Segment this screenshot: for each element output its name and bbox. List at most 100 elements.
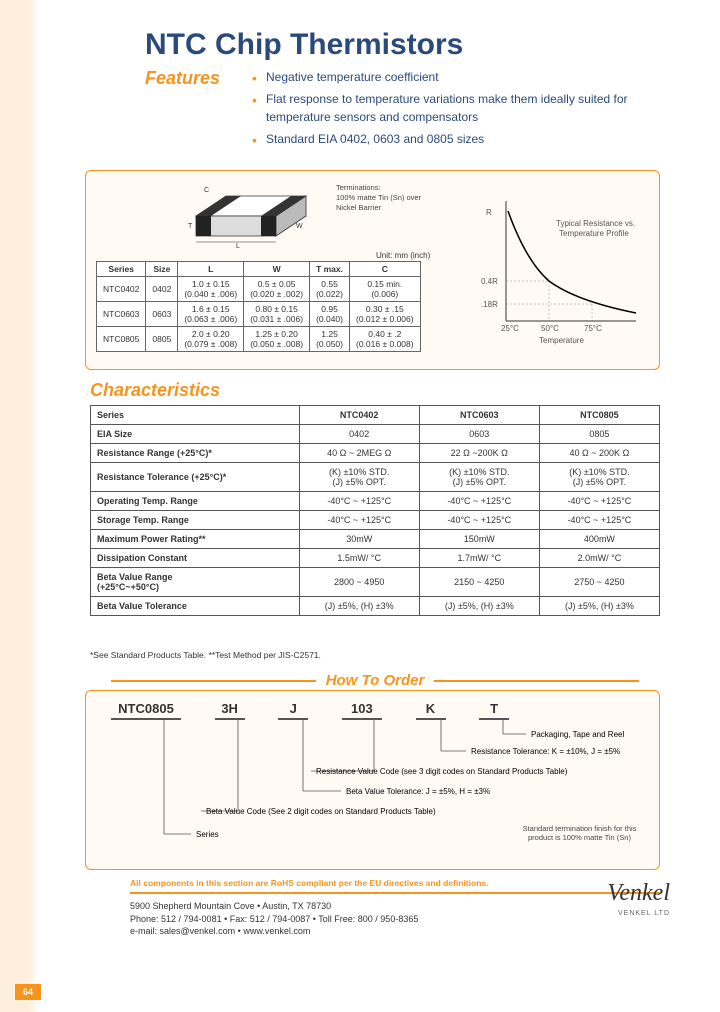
characteristics-note: *See Standard Products Table. **Test Met… (90, 650, 321, 660)
rohs-note: All components in this section are RoHS … (130, 878, 488, 888)
order-code: NTC0805 3H J 103 K T (111, 701, 539, 720)
cell: 40 Ω ~ 200K Ω (539, 444, 659, 463)
table-row: Resistance Range (+25°C)*40 Ω ~ 2MEG Ω22… (91, 444, 660, 463)
characteristics-table: Series NTC0402 NTC0603 NTC0805 EIA Size0… (90, 405, 660, 616)
note-line: Nickel Barrier (336, 203, 381, 212)
order-part: 103 (342, 701, 382, 720)
col-header: L (178, 262, 244, 277)
order-desc: Series (196, 830, 219, 839)
col-header: T max. (310, 262, 350, 277)
cell: -40°C ~ +125°C (539, 492, 659, 511)
ytick: 0.4R (481, 277, 498, 286)
xtick: 25°C (501, 324, 519, 333)
xtick: 75°C (584, 324, 602, 333)
order-desc: Packaging, Tape and Reel (531, 730, 624, 739)
dimensions-box: L T W C Terminations: 100% matte Tin (Sn… (85, 170, 660, 370)
order-part: 3H (215, 701, 245, 720)
table-row: Storage Temp. Range -40°C ~ +125°C-40°C ~… (91, 511, 660, 530)
characteristics-heading: Characteristics (90, 380, 220, 401)
cell: 22 Ω ~200K Ω (419, 444, 539, 463)
cell: 1.0 ± 0.15(0.040 ± .006) (178, 277, 244, 302)
footer-contact: 5900 Shepherd Mountain Cove • Austin, TX… (130, 900, 418, 938)
cell: 2750 ~ 4250 (539, 568, 659, 597)
col-header: NTC0603 (419, 406, 539, 425)
cell: 0.55(0.022) (310, 277, 350, 302)
cell: (K) ±10% STD.(J) ±5% OPT. (419, 463, 539, 492)
cell: -40°C ~ +125°C (419, 492, 539, 511)
cell: NTC0603 (97, 302, 146, 327)
company-logo-sub: VENKEL LTD (618, 910, 670, 917)
cell: 0603 (146, 302, 178, 327)
cell: 0805 (539, 425, 659, 444)
svg-text:W: W (296, 223, 303, 230)
cell: 1.7mW/ °C (419, 549, 539, 568)
cell: NTC0805 (97, 327, 146, 352)
cell: 400mW (539, 530, 659, 549)
table-row: NTC040204021.0 ± 0.15(0.040 ± .006)0.5 ±… (97, 277, 421, 302)
left-accent-bar (0, 0, 40, 1012)
xtick: 50°C (541, 324, 559, 333)
svg-text:L: L (236, 243, 240, 250)
feature-item: Negative temperature coefficient (252, 68, 632, 86)
cell: 0.15 min.(0.006) (350, 277, 421, 302)
col-header: Series (91, 406, 300, 425)
ytick: .18R (481, 300, 498, 309)
order-desc: Resistance Value Code (see 3 digit codes… (316, 767, 568, 776)
table-row: NTC080508052.0 ± 0.20(0.079 ± .008)1.25 … (97, 327, 421, 352)
cell: Resistance Range (+25°C)* (91, 444, 300, 463)
table-row: Dissipation Constant1.5mW/ °C1.7mW/ °C2.… (91, 549, 660, 568)
cell: Resistance Tolerance (+25°C)* (91, 463, 300, 492)
table-row: Beta Value Tolerance(J) ±5%, (H) ±3%(J) … (91, 597, 660, 616)
page-number: 64 (15, 984, 41, 1000)
cell: 40 Ω ~ 2MEG Ω (299, 444, 419, 463)
col-header: NTC0805 (539, 406, 659, 425)
cell: -40°C ~ +125°C (299, 492, 419, 511)
table-row: Maximum Power Rating**30mW150mW400mW (91, 530, 660, 549)
cell: Storage Temp. Range (91, 511, 300, 530)
cell: 0603 (419, 425, 539, 444)
order-box: NTC0805 3H J 103 K T Packaging, Tape and… (85, 690, 660, 870)
cell: 1.5mW/ °C (299, 549, 419, 568)
ytick: R (486, 208, 492, 217)
order-heading-text: How To Order (316, 672, 435, 689)
order-desc: Resistance Tolerance: K = ±10%, J = ±5% (471, 747, 620, 756)
cell: -40°C ~ +125°C (419, 511, 539, 530)
cell: (K) ±10% STD.(J) ±5% OPT. (539, 463, 659, 492)
cell: (J) ±5%, (H) ±3% (539, 597, 659, 616)
cell: 2150 ~ 4250 (419, 568, 539, 597)
cell: 0.40 ± .2(0.016 ± 0.008) (350, 327, 421, 352)
order-std-note: Standard termination finish for this pro… (512, 824, 647, 842)
table-row: Operating Temp. Range-40°C ~ +125°C-40°C… (91, 492, 660, 511)
order-part: NTC0805 (111, 701, 181, 720)
order-part: J (278, 701, 308, 720)
graph-title: Temperature Profile (559, 229, 629, 238)
order-desc: Beta Value Tolerance: J = ±5%, H = ±3% (346, 787, 490, 796)
xlabel: Temperature (539, 336, 584, 345)
svg-text:T: T (188, 223, 193, 230)
col-header: Series (97, 262, 146, 277)
cell: Beta Value Tolerance (91, 597, 300, 616)
feature-item: Standard EIA 0402, 0603 and 0805 sizes (252, 130, 632, 148)
order-connector-lines: Packaging, Tape and Reel Resistance Tole… (111, 719, 651, 864)
chip-drawing: L T W C (186, 176, 336, 254)
cell: Maximum Power Rating** (91, 530, 300, 549)
dimensions-table: Series Size L W T max. C NTC040204021.0 … (96, 261, 421, 352)
table-row: Beta Value Range(+25°C~+50°C)2800 ~ 4950… (91, 568, 660, 597)
note-line: Terminations: (336, 183, 381, 192)
cell: -40°C ~ +125°C (539, 511, 659, 530)
cell: 1.25(0.050) (310, 327, 350, 352)
footer-phone: Phone: 512 / 794-0081 • Fax: 512 / 794-0… (130, 913, 418, 926)
col-header: Size (146, 262, 178, 277)
cell: 1.6 ± 0.15(0.063 ± .006) (178, 302, 244, 327)
cell: Dissipation Constant (91, 549, 300, 568)
order-part: T (479, 701, 509, 720)
page: NTC Chip Thermistors Features Negative t… (0, 0, 720, 1012)
cell: 0402 (146, 277, 178, 302)
page-title: NTC Chip Thermistors (145, 28, 463, 62)
features-list: Negative temperature coefficient Flat re… (252, 68, 632, 152)
footer-email: e-mail: sales@venkel.com • www.venkel.co… (130, 925, 418, 938)
resistance-graph: R 0.4R .18R 25°C 50°C 75°C Temperature T… (481, 191, 646, 354)
rohs-divider (130, 892, 660, 894)
cell: 0.80 ± 0.15(0.031 ± .006) (244, 302, 310, 327)
feature-item: Flat response to temperature variations … (252, 90, 632, 126)
